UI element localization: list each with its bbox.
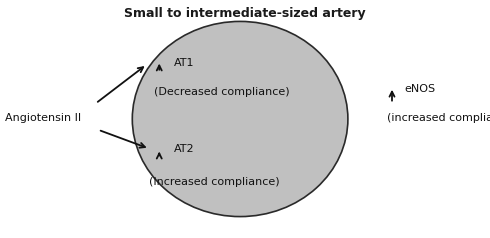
Text: eNOS: eNOS bbox=[404, 84, 436, 94]
Text: AT1: AT1 bbox=[174, 58, 195, 68]
Ellipse shape bbox=[132, 21, 348, 217]
Text: AT2: AT2 bbox=[174, 144, 195, 154]
Text: Angiotensin II: Angiotensin II bbox=[5, 113, 81, 123]
Text: Small to intermediate-sized artery: Small to intermediate-sized artery bbox=[124, 7, 366, 20]
Text: (Decreased compliance): (Decreased compliance) bbox=[154, 87, 290, 97]
Text: (Increased compliance): (Increased compliance) bbox=[149, 177, 280, 187]
Text: (increased compliance): (increased compliance) bbox=[387, 113, 490, 123]
